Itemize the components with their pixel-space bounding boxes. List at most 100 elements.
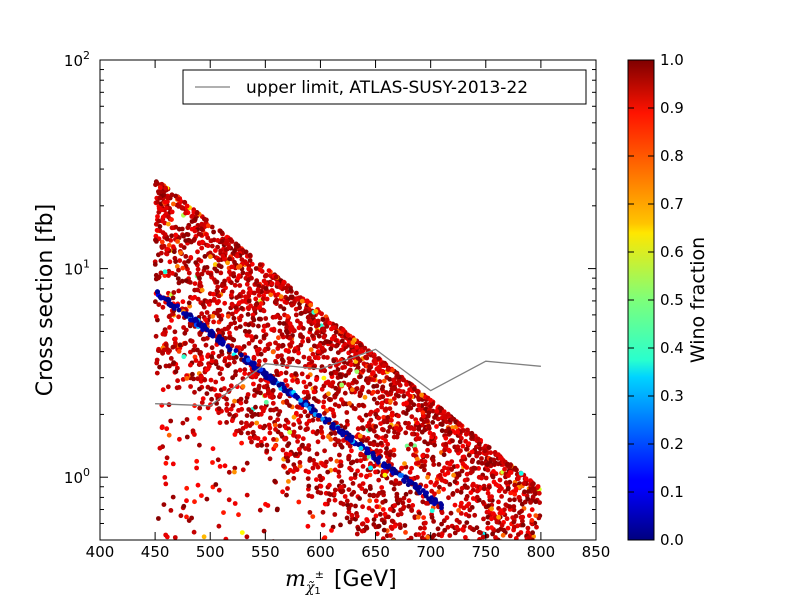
scatter-point: [336, 473, 342, 479]
scatter-point: [354, 434, 360, 439]
scatter-point: [419, 392, 425, 398]
scatter-point: [194, 458, 200, 464]
scatter-point: [336, 389, 341, 394]
scatter-point: [441, 452, 447, 458]
scatter-point: [408, 535, 414, 540]
scatter-point: [496, 514, 501, 520]
scatter-point: [278, 370, 284, 376]
scatter-point: [160, 295, 166, 301]
scatter-point: [268, 415, 273, 421]
scatter-point: [283, 388, 289, 393]
scatter-point: [332, 436, 338, 442]
scatter-point: [232, 248, 238, 254]
scatter-point: [215, 338, 220, 343]
scatter-point: [485, 490, 491, 496]
scatter-point: [306, 338, 311, 344]
scatter-point: [401, 495, 407, 501]
scatter-point: [323, 463, 328, 469]
scatter-point: [403, 430, 409, 436]
scatter-point: [244, 460, 250, 466]
scatter-point: [518, 471, 524, 476]
scatter-point: [382, 472, 388, 478]
scatter-point: [306, 483, 312, 489]
scatter-point: [512, 482, 518, 488]
scatter-point: [209, 396, 215, 402]
scatter-point: [334, 370, 339, 376]
scatter-point: [481, 486, 487, 492]
scatter-point: [328, 371, 334, 376]
scatter-point: [288, 287, 293, 293]
scatter-point: [295, 379, 300, 385]
scatter-point: [415, 514, 421, 520]
upper-limit-series: [155, 348, 541, 407]
scatter-point: [165, 384, 171, 390]
scatter-point: [181, 354, 187, 360]
scatter-point: [169, 192, 175, 198]
scatter-point: [326, 391, 331, 397]
scatter-point: [360, 481, 366, 486]
scatter-point: [381, 490, 386, 495]
scatter-point: [469, 430, 475, 436]
scatter-point: [374, 448, 380, 454]
scatter-point: [450, 438, 455, 444]
scatter-point: [325, 339, 330, 344]
colorbar-tick-label: 0.3: [660, 387, 684, 405]
scatter-point: [335, 350, 341, 355]
scatter-point: [176, 307, 182, 313]
scatter-point: [243, 294, 248, 300]
scatter-point: [485, 467, 491, 473]
scatter-point: [245, 312, 251, 317]
scatter-point: [174, 264, 180, 269]
scatter-point: [240, 467, 246, 473]
scatter-point: [169, 318, 174, 323]
scatter-point: [291, 429, 297, 435]
scatter-point: [357, 433, 363, 439]
colorbar-ticks: 0.0 0.1 0.2 0.3 0.4 0.5 0.6 0.7 0.8 0.9 1.0: [628, 51, 684, 549]
scatter-point: [213, 359, 219, 364]
scatter-point: [220, 288, 226, 294]
scatter-point: [460, 461, 466, 467]
scatter-point: [443, 441, 449, 447]
scatter-point: [352, 377, 357, 383]
scatter-point: [219, 366, 225, 372]
scatter-point: [204, 299, 210, 305]
scatter-point: [470, 483, 475, 488]
scatter-point: [349, 512, 355, 518]
scatter-point: [330, 407, 335, 413]
scatter-point: [173, 340, 178, 346]
scatter-point: [447, 448, 452, 454]
scatter-point: [170, 461, 176, 467]
scatter-point: [458, 489, 464, 495]
scatter-point: [469, 449, 475, 455]
scatter-point: [314, 377, 319, 383]
scatter-point: [380, 500, 386, 505]
scatter-point: [244, 333, 250, 338]
scatter-point: [281, 321, 287, 326]
scatter-point: [197, 276, 202, 281]
scatter-point: [220, 253, 226, 259]
scatter-point: [238, 400, 244, 406]
scatter-point: [327, 482, 332, 488]
scatter-point: [313, 308, 319, 314]
scatter-point: [409, 414, 415, 420]
scatter-point: [339, 484, 344, 490]
scatter-point: [257, 507, 263, 513]
scatter-point: [291, 414, 297, 420]
scatter-point: [166, 273, 171, 278]
scatter-point: [270, 349, 276, 355]
scatter-point: [296, 499, 302, 505]
colorbar-tick-label: 0.1: [660, 483, 684, 501]
scatter-point: [310, 333, 315, 339]
scatter-point: [419, 429, 425, 435]
scatter-point: [360, 425, 366, 431]
y-tick-label: 100: [64, 466, 90, 487]
scatter-point: [165, 246, 171, 252]
scatter-point: [297, 425, 303, 431]
scatter-point: [218, 248, 224, 254]
scatter-point: [278, 392, 283, 397]
scatter-point: [208, 254, 213, 260]
scatter-point: [175, 239, 180, 244]
scatter-point: [199, 493, 204, 498]
scatter-point: [153, 221, 159, 227]
scatter-point: [439, 477, 445, 483]
